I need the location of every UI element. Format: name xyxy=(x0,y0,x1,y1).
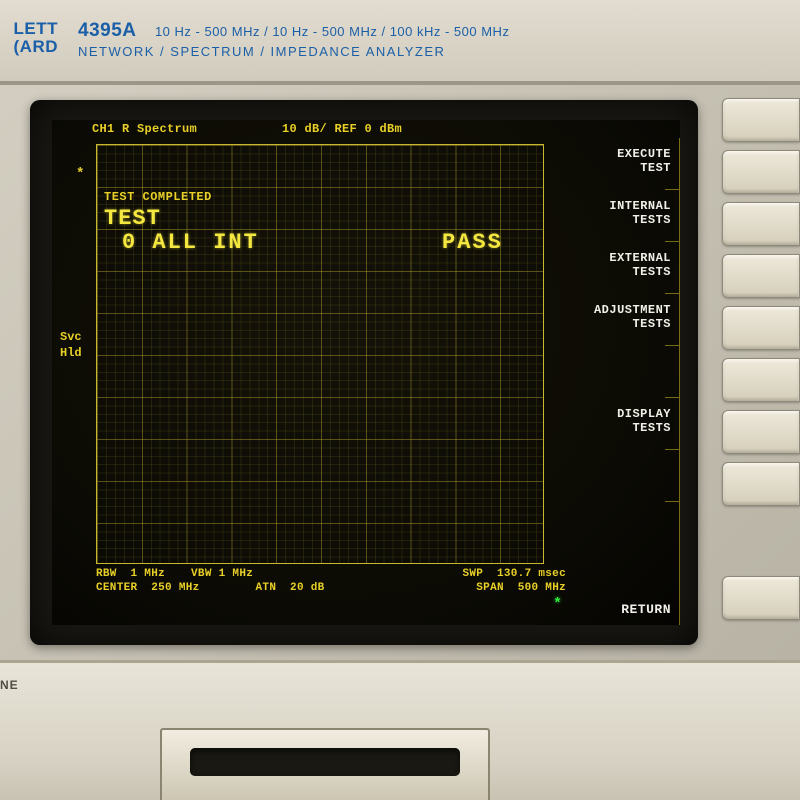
floppy-slot[interactable] xyxy=(190,748,460,776)
softkey-return-label[interactable]: RETURN xyxy=(621,602,671,617)
softkey-6-label: DISPLAY TESTS xyxy=(617,408,671,436)
model-block: 4395A 10 Hz - 500 MHz / 10 Hz - 500 MHz … xyxy=(78,20,509,59)
softkey-2-label: INTERNAL TESTS xyxy=(609,200,671,228)
crt-header: CH1 R Spectrum 10 dB/ REF 0 dBm xyxy=(92,122,550,136)
softkey-3[interactable]: EXTERNAL TESTS xyxy=(556,242,680,294)
hw-softkey-2[interactable] xyxy=(722,150,800,194)
softkey-4[interactable]: ADJUSTMENT TESTS xyxy=(556,294,680,346)
hw-softkey-1[interactable] xyxy=(722,98,800,142)
graticule-grid xyxy=(96,144,544,564)
softkey-4-label: ADJUSTMENT TESTS xyxy=(594,304,671,332)
test-result-pass: PASS xyxy=(442,230,503,255)
instrument-front-panel: LETT (ARD 4395A 10 Hz - 500 MHz / 10 Hz … xyxy=(0,0,800,800)
softkey-column: EXECUTE TEST INTERNAL TESTS EXTERNAL TES… xyxy=(556,138,680,625)
channel-label: CH1 R Spectrum xyxy=(92,122,197,136)
vbw-label: VBW 1 MHz xyxy=(191,568,253,582)
hw-softkey-6[interactable] xyxy=(722,358,800,402)
model-description: NETWORK / SPECTRUM / IMPEDANCE ANALYZER xyxy=(78,44,509,59)
crt-screen: CH1 R Spectrum 10 dB/ REF 0 dBm * TEST C… xyxy=(52,120,680,625)
hardware-softkey-buttons xyxy=(722,98,800,620)
line-power-label: NE xyxy=(0,678,19,692)
hw-softkey-7[interactable] xyxy=(722,410,800,454)
sweep-parameters: RBW 1 MHz VBW 1 MHz SWP 130.7 msec CENTE… xyxy=(96,568,566,596)
hw-softkey-8[interactable] xyxy=(722,462,800,506)
span-label: SPAN 500 MHz xyxy=(476,582,566,596)
brand-line2: (ARD xyxy=(0,38,58,56)
test-heading: TEST xyxy=(104,206,161,231)
model-number: 4395A xyxy=(78,20,137,41)
crt-bezel: CH1 R Spectrum 10 dB/ REF 0 dBm * TEST C… xyxy=(30,100,698,645)
hw-softkey-3[interactable] xyxy=(722,202,800,246)
center-label: CENTER 250 MHz xyxy=(96,582,200,596)
test-detail: 0 ALL INT xyxy=(122,230,259,255)
hw-softkey-5[interactable] xyxy=(722,306,800,350)
softkey-7[interactable] xyxy=(556,450,680,502)
swp-label: SWP 130.7 msec xyxy=(462,568,566,582)
reference-label: 10 dB/ REF 0 dBm xyxy=(282,122,402,136)
atn-label: ATN 20 dB xyxy=(256,582,325,596)
softkey-6[interactable]: DISPLAY TESTS xyxy=(556,398,680,450)
softkey-2[interactable]: INTERNAL TESTS xyxy=(556,190,680,242)
bottom-panel: NE xyxy=(0,660,800,800)
softkey-3-label: EXTERNAL TESTS xyxy=(609,252,671,280)
hw-softkey-4[interactable] xyxy=(722,254,800,298)
svc-indicator: Svc xyxy=(60,330,82,344)
test-completed-label: TEST COMPLETED xyxy=(104,190,212,204)
floppy-drive[interactable] xyxy=(160,728,490,800)
hld-indicator: Hld xyxy=(60,346,82,360)
brand-line1: LETT xyxy=(0,20,58,38)
model-spec: 10 Hz - 500 MHz / 10 Hz - 500 MHz / 100 … xyxy=(155,24,510,39)
top-label-panel: LETT (ARD 4395A 10 Hz - 500 MHz / 10 Hz … xyxy=(0,0,800,85)
hw-return-button[interactable] xyxy=(722,576,800,620)
marker-star-icon: * xyxy=(76,166,84,182)
softkey-5[interactable] xyxy=(556,346,680,398)
softkey-1-label: EXECUTE TEST xyxy=(617,148,671,176)
rbw-label: RBW 1 MHz xyxy=(96,568,165,582)
brand-logo: LETT (ARD xyxy=(0,20,58,56)
softkey-1[interactable]: EXECUTE TEST xyxy=(556,138,680,190)
